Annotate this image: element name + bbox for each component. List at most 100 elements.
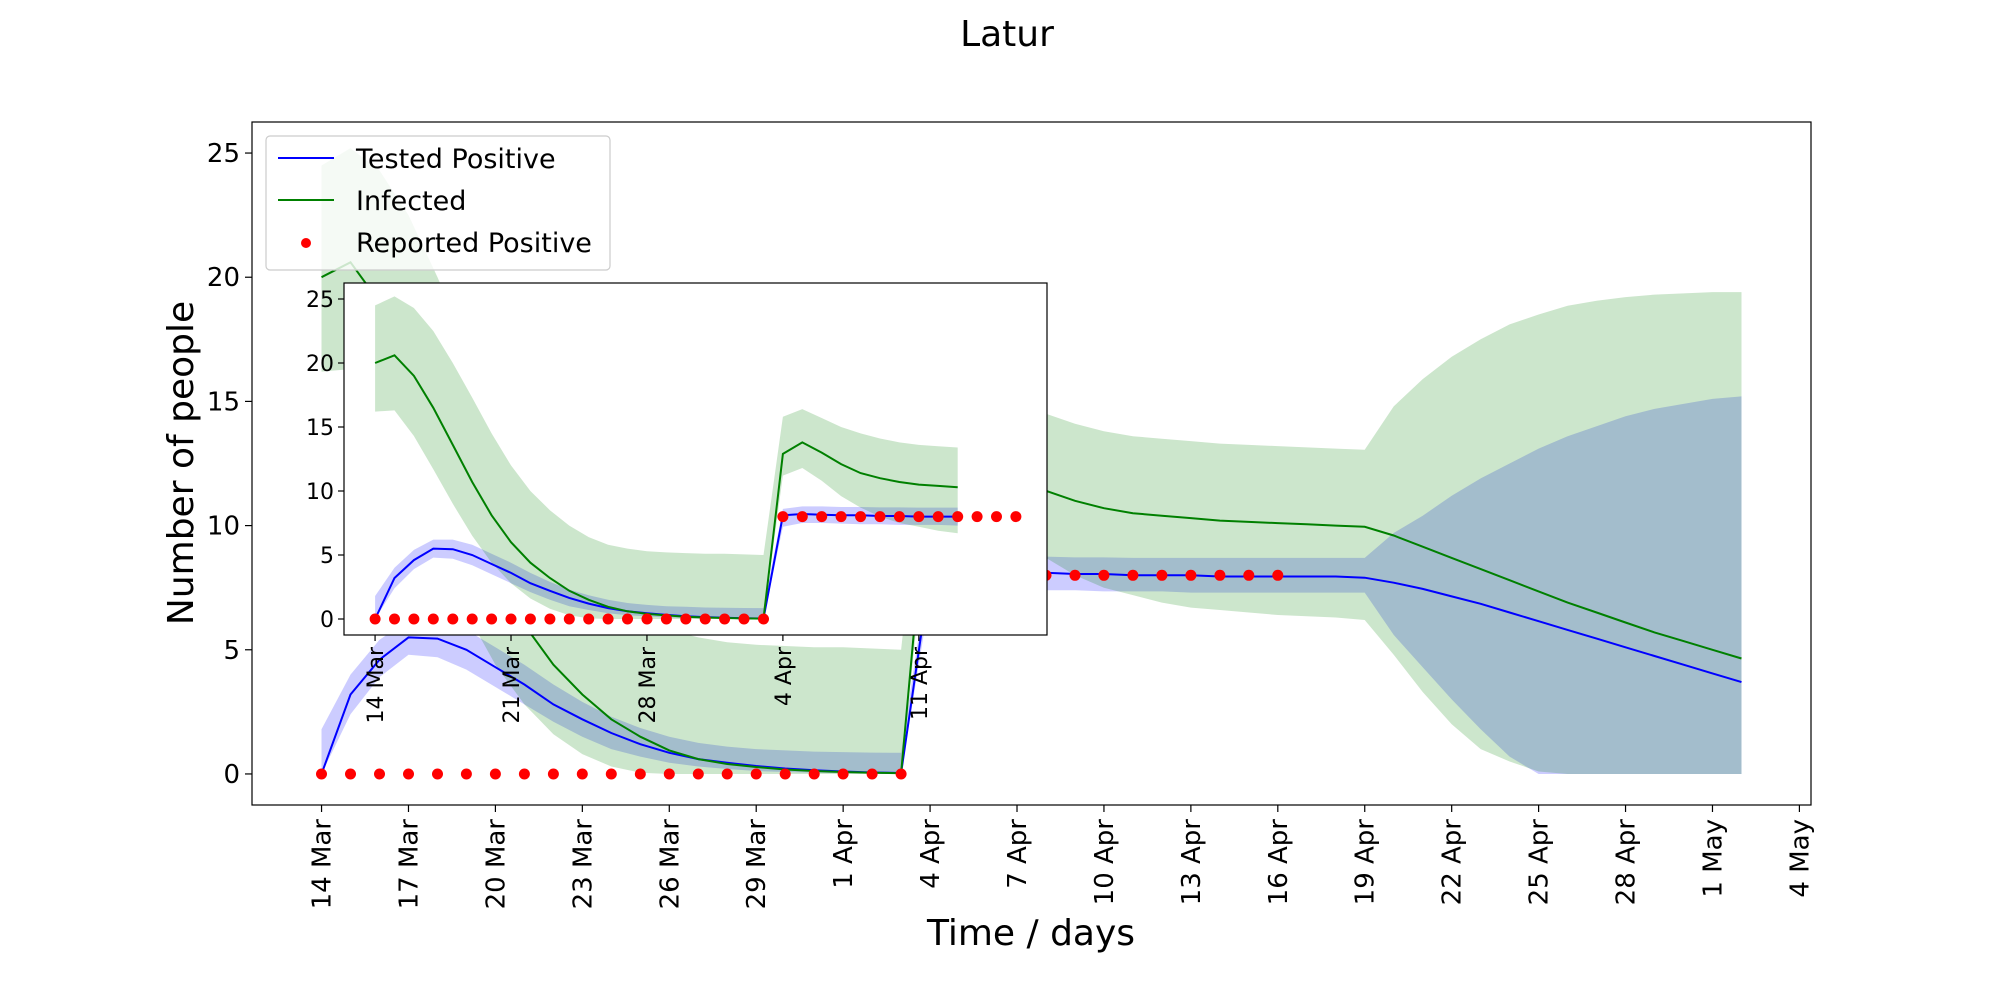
main-reported-positive-point [547, 768, 559, 780]
legend-reported-positive-dot [301, 238, 311, 248]
inset-reported-positive-point [505, 613, 517, 625]
legend-frame [265, 135, 611, 271]
main-reported-positive-point [1243, 569, 1255, 581]
inset-reported-positive-point [447, 613, 459, 625]
inset-y-tick-label: 20 [306, 352, 334, 377]
inset-reported-positive-point [952, 511, 964, 523]
inset-x-tick-label: 21 Mar [500, 646, 525, 723]
inset-x-ticks: 14 Mar 21 Mar 28 Mar 4 Apr 11 Apr [364, 635, 933, 724]
inset-reported-positive-point [816, 511, 828, 523]
main-reported-positive-point [1127, 569, 1139, 581]
main-reported-positive-point [518, 768, 530, 780]
inset-reported-positive-point [524, 613, 536, 625]
chart-title: Latur [960, 14, 1054, 55]
main-reported-positive-point [866, 768, 878, 780]
main-y-tick-label: 20 [207, 263, 240, 293]
inset-frame [343, 282, 1048, 636]
inset-reported-positive-point [583, 613, 595, 625]
inset-reported-positive-point [796, 511, 808, 523]
inset-y-ticks: 0 5 10 15 20 25 [306, 288, 344, 633]
main-plot-frame [251, 121, 1812, 806]
main-x-tick-label: 4 Apr [916, 819, 946, 889]
main-y-tick-label: 10 [207, 512, 240, 542]
main-reported-positive-point [576, 768, 588, 780]
main-y-tick-label: 25 [207, 139, 240, 169]
inset-y-tick-label: 15 [306, 416, 334, 441]
inset-reported-positive-point [563, 613, 575, 625]
main-x-tick-label: 1 Apr [829, 819, 859, 889]
inset-reported-positive-point [855, 511, 867, 523]
inset-reported-positive-point [835, 511, 847, 523]
inset-reported-positive-point [466, 613, 478, 625]
inset-reported-positive-point [719, 613, 731, 625]
inset-reported-positive-point [680, 613, 692, 625]
inset-reported-positive-point [408, 613, 420, 625]
main-reported-positive-point [808, 768, 820, 780]
inset-x-tick-label: 4 Apr [772, 646, 797, 706]
main-reported-positive-point [721, 768, 733, 780]
main-reported-positive-point [895, 768, 907, 780]
legend-tested-positive-label: Tested Positive [355, 144, 556, 175]
inset-reported-positive-point [602, 613, 614, 625]
inset-reported-positive-point [544, 613, 556, 625]
main-reported-positive-point [403, 768, 414, 780]
main-x-tick-label: 13 Apr [1177, 819, 1207, 906]
main-reported-positive-point [750, 768, 762, 780]
main-reported-positive-point [432, 768, 443, 780]
legend-infected-label: Infected [356, 186, 466, 217]
main-x-tick-label: 10 Apr [1090, 819, 1120, 906]
main-x-tick-label: 25 Apr [1525, 819, 1555, 906]
legend: Tested Positive Infected Reported Positi… [265, 135, 611, 271]
main-x-tick-label: 14 Mar [308, 819, 338, 910]
y-axis-label: Number of people [161, 301, 202, 625]
main-y-tick-label: 5 [223, 636, 240, 666]
main-reported-positive-point [1272, 569, 1284, 581]
main-x-tick-label: 16 Apr [1264, 819, 1294, 906]
inset-reported-positive-point [1010, 511, 1022, 523]
inset-points [369, 511, 1022, 625]
main-x-tick-label: 29 Mar [742, 819, 772, 910]
legend-reported-positive-label: Reported Positive [356, 228, 592, 259]
main-reported-positive-point [1214, 569, 1226, 581]
main-x-tick-label: 20 Mar [481, 819, 511, 910]
main-reported-positive-point [345, 768, 356, 780]
inset-reported-positive-point [913, 511, 925, 523]
inset-reported-positive-point [971, 511, 983, 523]
main-reported-positive-point [316, 768, 327, 780]
inset-x-tick-label: 14 Mar [364, 646, 389, 723]
main-x-tick-label: 28 Apr [1612, 819, 1642, 906]
inset-reported-positive-point [427, 613, 439, 625]
inset-x-tick-label: 11 Apr [908, 646, 933, 720]
inset-reported-positive-point [932, 511, 944, 523]
inset-y-tick-label: 0 [320, 608, 334, 633]
inset-reported-positive-point [738, 613, 750, 625]
inset-reported-positive-point [874, 511, 886, 523]
main-reported-positive-point [663, 768, 675, 780]
main-reported-positive-point [1098, 569, 1110, 581]
main-x-tick-label: 4 May [1785, 819, 1815, 898]
main-reported-positive-point [837, 768, 849, 780]
main-reported-positive-point [605, 768, 617, 780]
inset-reported-positive-point [758, 613, 769, 625]
inset-reported-positive-point [777, 511, 789, 523]
inset-reported-positive-point [893, 511, 905, 523]
main-reported-positive-point [1185, 569, 1197, 581]
main-reported-positive-point [460, 768, 472, 780]
inset-reported-positive-point [991, 511, 1002, 523]
inset-reported-positive-point [389, 613, 400, 625]
inset-reported-positive-point [622, 613, 633, 625]
inset-y-tick-label: 10 [306, 480, 334, 505]
main-y-tick-label: 15 [207, 387, 240, 417]
main-reported-positive-point [1156, 569, 1168, 581]
inset-plot: 0 5 10 15 20 25 14 Mar 21 Mar 28 Mar 4 Apr 11 Apr [306, 282, 1048, 724]
inset-reported-positive-point [699, 613, 711, 625]
inset-x-tick-label: 28 Mar [636, 646, 661, 723]
inset-reported-positive-point [641, 613, 653, 625]
main-reported-positive-point [1069, 569, 1081, 581]
main-x-tick-label: 22 Apr [1438, 819, 1468, 906]
inset-y-tick-label: 5 [320, 544, 334, 569]
inset-infected-band [375, 296, 958, 619]
main-x-tick-label: 17 Mar [395, 819, 425, 910]
main-y-tick-label: 0 [223, 760, 240, 790]
